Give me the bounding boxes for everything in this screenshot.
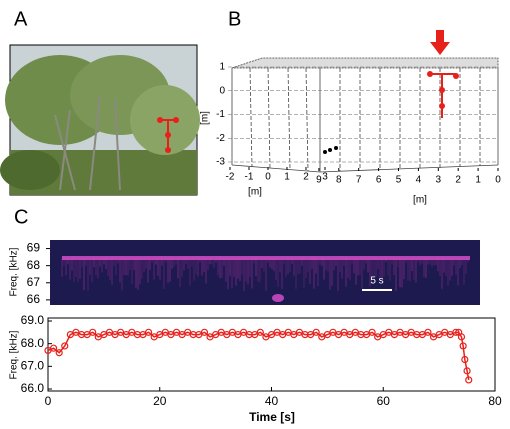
x-tick-label: 6: [376, 175, 382, 186]
x-tick-label: 60: [377, 394, 391, 408]
series-line: [47, 331, 470, 381]
x-axis-label: Time [s]: [249, 410, 295, 424]
point: [465, 376, 473, 384]
y-tick-label: 66.0: [21, 381, 45, 395]
x-tick-label: -1: [245, 172, 254, 183]
point: [368, 328, 376, 336]
point: [461, 355, 469, 364]
x-tick-label: 5: [396, 175, 402, 186]
z-tick-label: 1: [219, 62, 225, 73]
point: [61, 342, 69, 350]
axis-label: [m]: [413, 195, 427, 206]
trace: [272, 294, 284, 302]
markers: [323, 30, 459, 154]
point: [452, 328, 460, 336]
y-tick-label: 68: [27, 258, 41, 272]
axis-label: Freq. [kHz]: [9, 330, 20, 379]
y-tick-label: 68.0: [21, 336, 45, 350]
point: [459, 342, 467, 350]
x-tick-label: 8: [336, 175, 342, 186]
x-tick-label: 80: [488, 394, 502, 408]
panel-label: A: [14, 8, 28, 30]
y-tick-label: 69: [27, 241, 41, 255]
point: [49, 344, 58, 352]
spectrogram: [50, 240, 480, 305]
z-tick-label: -2: [216, 133, 225, 144]
x-tick-label: 0: [495, 175, 501, 186]
x-tick-label: 9: [316, 175, 322, 186]
x-tick-label: 2: [455, 175, 461, 186]
trace: [62, 256, 470, 260]
x-tick-label: 2: [303, 172, 309, 183]
panel-label: C: [14, 206, 28, 228]
point: [463, 367, 471, 375]
spectrogram-trace: [61, 256, 470, 302]
point: [256, 328, 264, 336]
scale-bar-label: 5 s: [370, 276, 383, 287]
x-tick-label: 3: [436, 175, 442, 186]
x-tick-label: 0: [265, 172, 271, 183]
point: [200, 328, 209, 336]
point: [457, 333, 466, 341]
x-tick-label: 0: [45, 394, 52, 408]
axis-label: Freq. [kHz]: [9, 247, 20, 296]
x-tick-label: 1: [475, 175, 481, 186]
x-tick-label: 20: [153, 394, 167, 408]
y-tick-label: 69.0: [21, 313, 45, 327]
point: [89, 328, 97, 336]
point: [312, 328, 320, 336]
panel-label: B: [228, 8, 241, 30]
grid-3d: [231, 57, 499, 173]
point: [424, 328, 432, 336]
point: [144, 328, 153, 336]
axis-label: [m]: [248, 187, 262, 198]
photo: [0, 44, 200, 196]
x-tick-label: 4: [416, 175, 422, 186]
x-tick-label: 7: [356, 175, 362, 186]
x-tick-label: 3: [322, 172, 328, 183]
x-tick-label: -2: [226, 172, 235, 183]
z-tick-label: 0: [219, 85, 225, 96]
z-tick-label: -1: [216, 109, 225, 120]
y-tick-label: 66: [27, 292, 41, 306]
point: [55, 349, 63, 357]
z-tick-label: -3: [216, 157, 225, 168]
axis-label: [m]: [200, 111, 211, 125]
x-tick-label: 1: [284, 172, 290, 183]
y-tick-label: 67.0: [21, 359, 45, 373]
y-tick-label: 67: [27, 275, 41, 289]
x-tick-label: 40: [265, 394, 279, 408]
